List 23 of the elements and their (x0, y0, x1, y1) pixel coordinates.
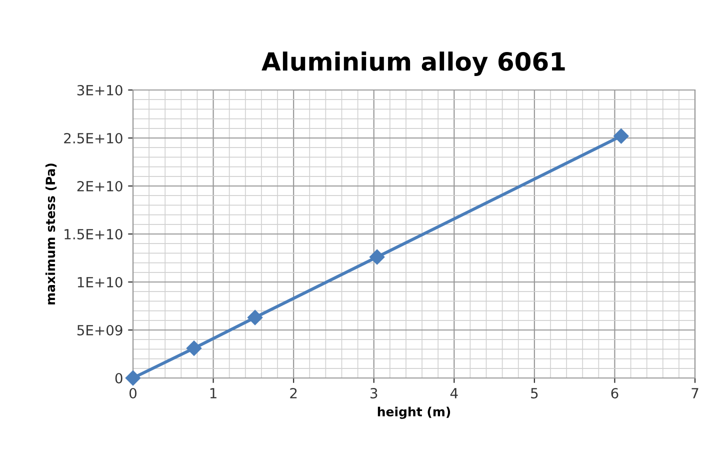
chart-title: Aluminium alloy 6061 (262, 52, 565, 76)
x-tick-label: 1 (210, 388, 216, 398)
y-axis-title: maximum stess (Pa) (45, 164, 57, 304)
x-tick-label: 3 (370, 388, 378, 398)
x-tick-label: 7 (692, 388, 698, 398)
x-axis-title: height (m) (378, 406, 450, 419)
point (370, 249, 385, 265)
x-tick-label: 2 (290, 388, 297, 398)
y-tick-label: 3E+10 (77, 84, 122, 96)
x-tick-label: 5 (531, 388, 538, 398)
point (186, 340, 202, 356)
x-tick-label: 4 (450, 388, 458, 398)
y-tick-label: 1E+10 (78, 276, 122, 288)
x-tick-label: 0 (129, 388, 136, 398)
x-tick-label: 6 (611, 388, 618, 398)
y-tick-label: 2.5E+10 (64, 132, 122, 144)
point (247, 310, 263, 326)
y-tick-label: 2E+10 (77, 180, 122, 192)
y-tick-label: 1.5E+10 (64, 228, 122, 240)
point (125, 370, 141, 386)
y-tick-label: 0 (115, 372, 122, 384)
point (614, 128, 629, 144)
y-tick-label: 5E+09 (77, 324, 122, 336)
